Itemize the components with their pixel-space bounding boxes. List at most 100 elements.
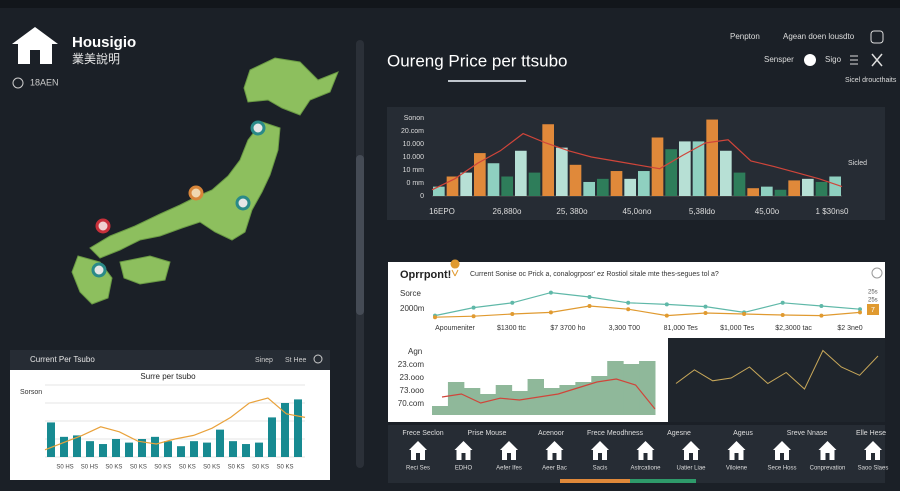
icon-group-label: Elle Hese (856, 430, 886, 437)
mini-control[interactable]: St Hee (285, 357, 307, 364)
trend-info-icon[interactable] (871, 267, 883, 279)
header-link[interactable]: Agean doen lousdto (783, 32, 855, 41)
bar (281, 403, 289, 457)
x-tick-label: 26,880o (493, 207, 522, 216)
point (819, 304, 824, 308)
map-pin[interactable] (91, 262, 107, 278)
y-tick-label: Agn (408, 347, 422, 356)
side-label: 7 (871, 307, 875, 314)
point (587, 295, 592, 299)
logo-door (30, 50, 40, 64)
bar (216, 429, 224, 457)
mini-header: Current Per Tsubo (30, 355, 95, 364)
logo (12, 27, 58, 64)
x-tick-label: S0 KS (203, 465, 220, 471)
house-door (825, 453, 830, 460)
point (819, 313, 824, 318)
bar (99, 444, 107, 457)
house-door (643, 453, 648, 460)
house-icon[interactable] (818, 441, 837, 460)
house-icon[interactable] (454, 441, 473, 460)
price-panel (387, 107, 885, 220)
title-underline (448, 80, 526, 82)
house-icon[interactable] (409, 441, 427, 460)
bar (679, 141, 691, 196)
bar (164, 441, 172, 457)
house-icon[interactable] (545, 441, 564, 460)
bar (487, 163, 500, 196)
bar (460, 172, 472, 196)
trend-line (431, 132, 843, 191)
header-link[interactable]: Penpton (730, 32, 760, 41)
map-pins (91, 120, 266, 278)
house-icon[interactable] (500, 441, 518, 460)
x-tick-label: 45,0ono (623, 207, 652, 216)
bar (433, 186, 445, 196)
bar (112, 439, 120, 457)
x-tick-label: S0 HS (56, 465, 73, 471)
mini-control[interactable]: Sinep (255, 357, 273, 364)
bar (829, 176, 841, 196)
map-pin[interactable] (188, 185, 204, 201)
point (664, 313, 669, 318)
house-icon[interactable] (864, 441, 882, 460)
house-icon[interactable] (727, 441, 746, 460)
search-icon[interactable] (313, 354, 323, 364)
header-control[interactable]: Sensper (764, 55, 794, 64)
icon-label: Astrcatione (630, 466, 661, 472)
point (548, 310, 553, 315)
icon-group-label: Frece Meodhness (587, 430, 644, 437)
bar (73, 435, 81, 457)
y-tick-label: 10.000 (403, 154, 425, 161)
house-door (689, 453, 693, 460)
trend-pin (450, 259, 460, 277)
house-icon[interactable] (682, 441, 700, 460)
mini-y-label: Sorson (20, 389, 42, 396)
toggle[interactable] (804, 54, 816, 66)
point (433, 315, 437, 320)
house-door (734, 453, 739, 460)
header-note: Sicel droucthaits (845, 77, 897, 84)
top-strip (0, 0, 900, 8)
house-icon[interactable] (636, 441, 655, 460)
x-tick-label: S0 KS (105, 465, 122, 471)
scrollbar-thumb[interactable] (356, 155, 364, 315)
instagram-icon[interactable] (870, 30, 884, 44)
trend-description: Current Sonise oc Prick a, conalogrposr'… (470, 271, 719, 278)
price-side-label: Sicled (848, 160, 867, 167)
menu-icon[interactable] (850, 55, 858, 65)
y-tick-label: 10.000 (403, 141, 425, 148)
house-icon[interactable] (591, 441, 609, 460)
bar (86, 441, 94, 457)
bar (624, 178, 636, 196)
point (626, 300, 631, 305)
area-column (511, 391, 529, 415)
map-pin[interactable] (250, 120, 266, 136)
map-pin[interactable] (235, 195, 251, 211)
point (548, 290, 553, 295)
house-door (598, 453, 602, 460)
close-icon[interactable] (871, 53, 883, 67)
bar (203, 442, 211, 457)
trend-title: Oprrpont! (400, 269, 451, 281)
y-tick-label: 10 mm (403, 167, 425, 174)
page-title: Oureng Price per ttsubo (387, 51, 567, 70)
x-tick-label: $2 3ne0 (837, 325, 862, 332)
point (587, 304, 592, 308)
badge-icon[interactable] (12, 77, 24, 89)
app-name: Housigio (72, 34, 136, 51)
map-pin[interactable] (95, 218, 111, 234)
header-control[interactable]: Sigo (825, 55, 842, 64)
bar (569, 164, 582, 196)
point (703, 304, 708, 309)
house-icon[interactable] (773, 441, 791, 460)
x-tick-label: $1,000 Tes (720, 325, 755, 332)
bar (268, 417, 276, 457)
area-column (463, 388, 481, 415)
point (664, 302, 669, 307)
point (471, 305, 476, 310)
area-column (575, 382, 592, 415)
icon-group-label: Prise Mouse (468, 430, 507, 437)
trend-line (44, 397, 306, 451)
logo-house (12, 27, 58, 64)
